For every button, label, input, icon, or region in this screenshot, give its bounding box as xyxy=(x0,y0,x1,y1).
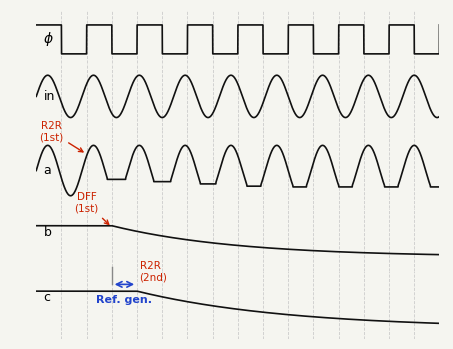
Text: b: b xyxy=(43,226,51,239)
Text: Ref. gen.: Ref. gen. xyxy=(96,295,152,305)
Text: DFF
(1st): DFF (1st) xyxy=(74,192,109,224)
Text: c: c xyxy=(43,291,50,304)
Text: $\phi$: $\phi$ xyxy=(43,30,54,49)
Text: R2R
(1st): R2R (1st) xyxy=(39,121,83,152)
Text: R2R
(2nd): R2R (2nd) xyxy=(140,261,168,283)
Text: a: a xyxy=(43,164,51,177)
Text: in: in xyxy=(43,90,55,103)
